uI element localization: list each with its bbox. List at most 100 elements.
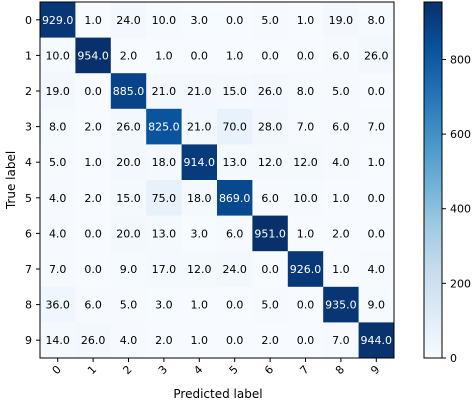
- heatmap-cell: [146, 215, 182, 252]
- cell-value-label: 1.0: [332, 263, 350, 276]
- heatmap-cell: [181, 144, 218, 181]
- y-axis-label: True label: [4, 151, 18, 210]
- heatmap-cell: [146, 144, 182, 181]
- heatmap-cell: [323, 286, 359, 323]
- heatmap-cell: [287, 215, 324, 252]
- cell-value-label: 8.0: [368, 14, 386, 27]
- cell-value-label: 26.0: [364, 49, 389, 62]
- x-tick-label: 0: [50, 363, 64, 377]
- cell-value-label: 36.0: [45, 299, 70, 312]
- cell-value-label: 5.0: [261, 299, 279, 312]
- heatmap-cell: [40, 286, 76, 323]
- x-tick-label: 7: [297, 363, 311, 377]
- cell-value-label: 19.0: [45, 85, 70, 98]
- heatmap-cell: [110, 2, 147, 38]
- colorbar: 0 200 400 600 800: [423, 1, 471, 365]
- cell-value-label: 6.0: [332, 49, 350, 62]
- cell-value-label: 0.0: [261, 49, 279, 62]
- cell-value-label: 70.0: [222, 121, 247, 134]
- heatmap-cell: [40, 251, 76, 288]
- heatmap-cell: [358, 144, 395, 181]
- cell-value-label: 0.0: [297, 334, 315, 347]
- cell-value-label: 825.0: [148, 121, 180, 134]
- heatmap-cell: [181, 215, 218, 252]
- heatmap-cell: [323, 37, 359, 74]
- heatmap-cell: [323, 180, 359, 216]
- heatmap-cell: [217, 215, 253, 252]
- heatmap-cell: [146, 73, 182, 110]
- heatmap-cell: [252, 37, 289, 74]
- cell-value-label: 2.0: [120, 49, 138, 62]
- cell-value-label: 20.0: [116, 227, 141, 240]
- cell-value-label: 12.0: [258, 156, 283, 169]
- heatmap-cell: [217, 144, 253, 181]
- cell-value-label: 5.0: [332, 85, 350, 98]
- cell-value-label: 0.0: [297, 299, 315, 312]
- heatmap-cell: [287, 251, 324, 288]
- cell-value-label: 0.0: [226, 334, 244, 347]
- cell-value-label: 13.0: [152, 227, 177, 240]
- cell-value-label: 6.0: [332, 121, 350, 134]
- heatmap-cell: [181, 37, 218, 74]
- heatmap-cell: [252, 322, 289, 359]
- heatmap-cell: [181, 2, 218, 38]
- heatmap-cell: [40, 73, 76, 110]
- cell-value-label: 24.0: [116, 14, 141, 27]
- heatmap-cell: [358, 73, 395, 110]
- heatmap-cell: [217, 251, 253, 288]
- heatmap-cell: [287, 144, 324, 181]
- cell-value-label: 869.0: [219, 192, 251, 205]
- cell-value-label: 4.0: [49, 227, 67, 240]
- heatmap-cell: [287, 2, 324, 38]
- cell-value-label: 10.0: [152, 14, 177, 27]
- cell-value-label: 2.0: [332, 227, 350, 240]
- cell-value-label: 0.0: [368, 227, 386, 240]
- cell-value-label: 7.0: [368, 121, 386, 134]
- heatmap-cell: [252, 108, 289, 145]
- heatmap-cell: [358, 180, 395, 216]
- plot-frame: [39, 1, 395, 359]
- heatmap-cell: [358, 108, 395, 145]
- cell-value-label: 21.0: [152, 85, 177, 98]
- cell-value-label: 0.0: [368, 192, 386, 205]
- cell-value-label: 954.0: [77, 49, 109, 62]
- cell-value-label: 26.0: [81, 334, 106, 347]
- cell-value-label: 5.0: [49, 156, 67, 169]
- y-tick-label: 9: [25, 334, 32, 347]
- cell-value-label: 10.0: [45, 49, 70, 62]
- cell-value-label: 14.0: [45, 334, 70, 347]
- cell-value-label: 1.0: [84, 14, 102, 27]
- heatmap-cell: [110, 108, 147, 145]
- cell-value-label: 0.0: [297, 49, 315, 62]
- y-tick-label: 4: [25, 156, 32, 169]
- cell-value-label: 17.0: [152, 263, 177, 276]
- cell-value-label: 9.0: [368, 299, 386, 312]
- heatmap-cell: [146, 286, 182, 323]
- heatmap-cell: [40, 2, 76, 38]
- cell-value-label: 1.0: [226, 49, 244, 62]
- cell-value-label: 13.0: [222, 156, 247, 169]
- colorbar-tick-label: 200: [450, 277, 471, 290]
- heatmap-cell: [146, 2, 182, 38]
- cell-value-label: 4.0: [120, 334, 138, 347]
- heatmap-cell: [181, 251, 218, 288]
- cell-value-label: 0.0: [191, 49, 209, 62]
- heatmap-cell: [323, 2, 359, 38]
- cell-value-label: 1.0: [297, 227, 315, 240]
- cell-value-label: 24.0: [222, 263, 247, 276]
- heatmap-cell: [217, 180, 253, 216]
- x-tick-label: 4: [191, 363, 205, 377]
- heatmap-cell: [146, 37, 182, 74]
- heatmap-cell: [323, 144, 359, 181]
- heatmap-cell: [110, 215, 147, 252]
- cell-value-label: 2.0: [155, 334, 173, 347]
- heatmap-cell: [217, 322, 253, 359]
- heatmap-cell: [217, 37, 253, 74]
- cell-value-label: 944.0: [361, 334, 393, 347]
- y-tick-label: 3: [25, 121, 32, 134]
- cell-value-label: 0.0: [84, 227, 102, 240]
- y-tick-label: 5: [25, 192, 32, 205]
- heatmap-cell: [110, 37, 147, 74]
- heatmap-cell: [217, 73, 253, 110]
- heatmap-cell: [146, 251, 182, 288]
